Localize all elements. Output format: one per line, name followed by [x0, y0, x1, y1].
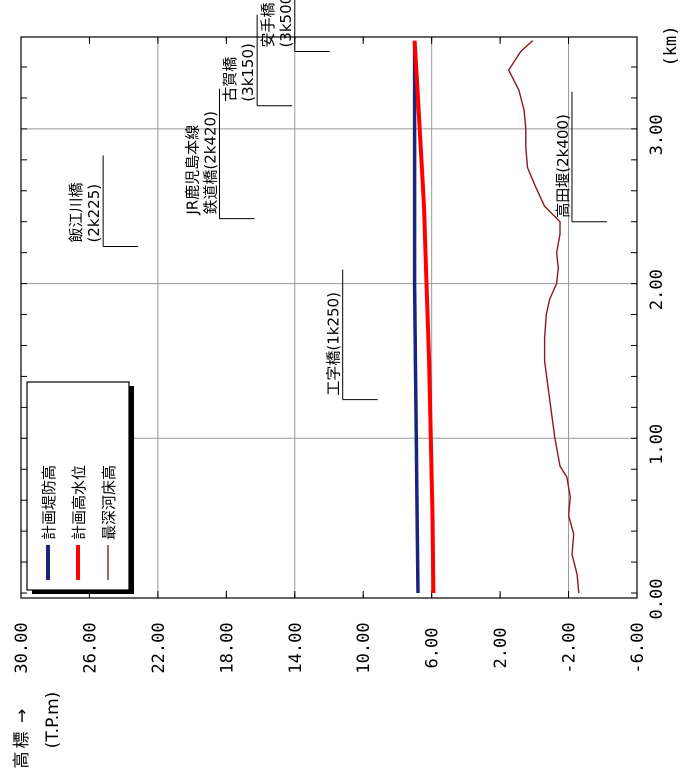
annotation-label: 飯江川橋 — [67, 182, 85, 242]
y-axis-title-arrow: ↑ — [15, 707, 29, 727]
elevation-tick-label: 18.00 — [217, 622, 237, 673]
annotation-label: (3k150) — [239, 43, 257, 102]
legend-label-2: 計画高水位 — [70, 465, 88, 540]
annotation-label: 安手橋 — [259, 3, 277, 48]
annotation-label: (2k225) — [85, 184, 103, 243]
elevation-tick-label: 30.00 — [12, 622, 32, 673]
x-axis-unit: (km) — [661, 26, 681, 67]
series-layer — [412, 40, 580, 594]
y-axis-title-char-1: 標 — [12, 732, 32, 749]
tick-layer: 30.00 26.00 22.00 18.00 14.00 10.00 6.00 2.00 -2… — [12, 37, 667, 674]
legend-label-1: 計画堤防高 — [40, 465, 58, 540]
series-line-2 — [412, 40, 436, 594]
elevation-tick-label: 14.00 — [286, 622, 306, 673]
annotation-label: 高田堰(2k400) — [554, 114, 572, 218]
km-tick-label: 0.00 — [647, 579, 667, 620]
km-tick-label: 3.00 — [647, 114, 667, 155]
elevation-tick-label: 2.00 — [491, 628, 511, 669]
annotation-layer: 飯江川橋 (2k225) JR鹿児島本線 鉄道橋(2k420)古賀橋 (3k150)安手… — [67, 0, 607, 401]
y-axis-title-unit: (T.P.m) — [43, 692, 63, 749]
legend: 計画堤防高 計画高水位 最深河床高 — [26, 381, 134, 594]
annotation-label: JR鹿児島本線 — [183, 125, 201, 216]
series-line-3 — [508, 40, 580, 594]
annotation-label: 古賀橋 — [221, 57, 239, 102]
elevation-tick-label: 6.00 — [423, 628, 443, 669]
y-axis-title-char-2: 高 — [12, 752, 32, 769]
km-tick-label: 1.00 — [647, 424, 667, 465]
series-line-1 — [412, 40, 420, 594]
elevation-tick-label: 22.00 — [149, 622, 169, 673]
elevation-tick-label: -2.00 — [560, 622, 580, 673]
elevation-tick-label: -6.00 — [628, 622, 648, 673]
km-tick-label: 2.00 — [647, 269, 667, 310]
legend-items: 計画堤防高 計画高水位 最深河床高 — [40, 465, 118, 580]
annotation-label: (3k500) — [277, 0, 295, 48]
elevation-tick-label: 10.00 — [354, 622, 374, 673]
y-axis-title: ↑ 標 高 (T.P.m) — [12, 692, 63, 769]
annotation-label: 工字橋(1k250) — [325, 292, 343, 396]
plot-frame — [20, 36, 638, 599]
legend-label-3: 最深河床高 — [100, 465, 118, 540]
annotation-label: 鉄道橋(2k420) — [201, 111, 219, 215]
elevation-tick-label: 26.00 — [80, 622, 100, 673]
